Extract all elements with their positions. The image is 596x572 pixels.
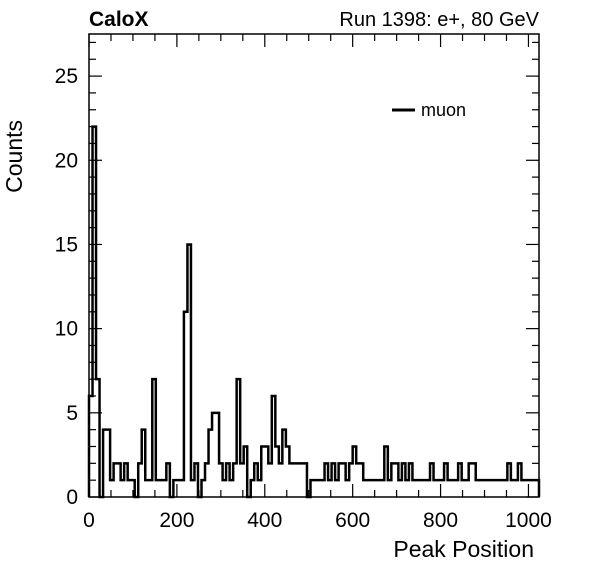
y-tick-label: 25 (55, 65, 78, 88)
y-tick-label: 10 (55, 318, 78, 341)
experiment-title: CaloX (89, 8, 149, 31)
x-axis-title: Peak Position (393, 536, 534, 562)
y-tick-label: 5 (66, 402, 78, 425)
x-tick-label: 400 (247, 509, 282, 532)
legend: muon (392, 100, 466, 120)
x-tick-label: 200 (159, 509, 194, 532)
histogram-series-muon (87, 125, 541, 499)
y-tick-label: 15 (55, 233, 78, 256)
x-tick-label: 600 (335, 509, 370, 532)
x-tick-label: 1000 (505, 509, 552, 532)
plot-area: 0 200 400 600 800 1000 0 5 10 15 20 25 (55, 33, 552, 532)
x-tick-label: 800 (423, 509, 458, 532)
y-axis-title: Counts (1, 120, 27, 193)
x-tick-label: 0 (83, 509, 95, 532)
y-tick-label: 20 (55, 149, 78, 172)
plot-frame (88, 33, 540, 498)
run-title: Run 1398: e+, 80 GeV (339, 9, 539, 31)
legend-label-muon: muon (421, 100, 466, 120)
y-tick-label: 0 (66, 486, 78, 509)
